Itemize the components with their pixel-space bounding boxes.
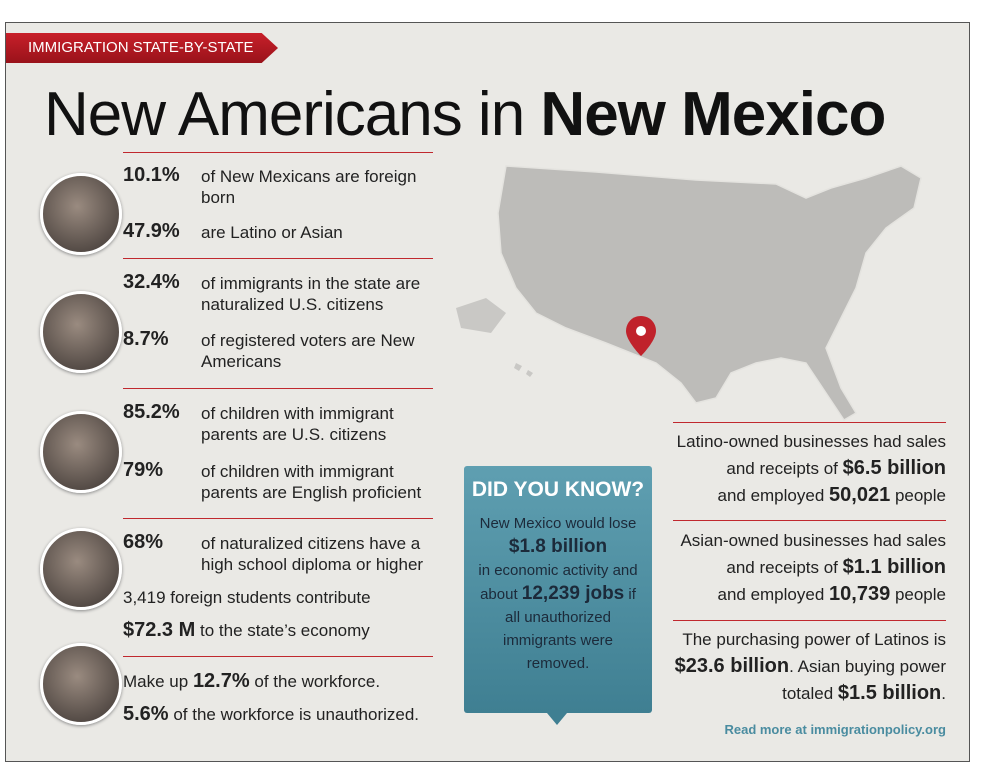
stat-value: 5.6%	[123, 703, 169, 725]
value: 50,021	[829, 484, 891, 506]
text: and employed	[717, 486, 825, 505]
stat-line: Make up 12.7% of the workforce.	[123, 670, 380, 693]
stat-value: 32.4%	[123, 271, 180, 293]
stat-text: of registered voters are New Americans	[201, 331, 415, 371]
stat-text: of immigrants in the state are naturaliz…	[201, 274, 421, 314]
photo	[40, 411, 122, 493]
did-you-know-heading: DID YOU KNOW?	[471, 478, 645, 501]
stat-value: 8.7%	[123, 328, 169, 350]
text: .	[941, 684, 946, 703]
stat-text: of children with immigrant parents are E…	[201, 462, 422, 502]
business-stat: Latino-owned businesses had sales and re…	[656, 428, 946, 509]
stat-value: 47.9%	[123, 220, 180, 242]
purchasing-stat: The purchasing power of Latinos is $23.6…	[656, 626, 946, 707]
infographic: IMMIGRATION STATE-BY-STATE New Americans…	[5, 22, 970, 762]
photo	[40, 643, 122, 725]
stat-value: $72.3 M	[123, 619, 196, 641]
text: people	[894, 486, 946, 505]
alaska	[456, 298, 506, 333]
banner: IMMIGRATION STATE-BY-STATE	[6, 33, 278, 63]
divider	[673, 620, 946, 621]
read-more-link[interactable]: Read more at immigrationpolicy.org	[724, 722, 946, 737]
photo	[40, 291, 122, 373]
value: $1.5 billion	[837, 682, 942, 704]
stat-value: 10.1%	[123, 164, 180, 186]
divider	[123, 388, 433, 389]
text: . Asian buying power totaled	[782, 657, 946, 703]
text: and employed	[717, 585, 825, 604]
photo	[40, 528, 122, 610]
hawaii	[514, 363, 533, 377]
divider	[673, 422, 946, 423]
stat-text: of the workforce.	[254, 672, 381, 691]
did-you-know-body: New Mexico would lose $1.8 billion in ec…	[464, 512, 652, 675]
divider	[123, 152, 433, 153]
text: Latino-owned businesses had sales and re…	[676, 432, 946, 478]
stat-line: 5.6% of the workforce is unauthorized.	[123, 703, 419, 726]
did-you-know: DID YOU KNOW? New Mexico would lose $1.8…	[464, 466, 652, 713]
value: $23.6 billion	[674, 655, 790, 677]
text: if all unauthorized immigrants were remo…	[502, 586, 636, 672]
us-mainland	[497, 165, 922, 422]
value: 10,739	[829, 583, 891, 605]
map-pin-dot	[636, 326, 646, 336]
stat-text: of New Mexicans are foreign born	[201, 167, 417, 207]
stat-line: $72.3 M to the state’s economy	[123, 619, 370, 642]
stat-text: of children with immigrant parents are U…	[201, 404, 394, 444]
divider	[123, 258, 433, 259]
stat-line: 3,419 foreign students contribute	[123, 588, 371, 607]
us-map	[456, 165, 922, 422]
stat-value: 12.7%	[192, 670, 250, 692]
text: in economic activity and about	[478, 562, 638, 603]
stat-value: 85.2%	[123, 401, 180, 423]
callout-tip	[547, 713, 567, 725]
divider	[123, 656, 433, 657]
title: New Americans in New Mexico	[44, 79, 886, 150]
value: $1.8 billion	[508, 536, 608, 557]
stat-text: of naturalized citizens have a high scho…	[201, 534, 424, 574]
business-stat: Asian-owned businesses had sales and rec…	[656, 527, 946, 608]
text: The purchasing power of Latinos is	[682, 630, 946, 649]
text: New Mexico would lose	[479, 515, 637, 532]
stat-text: of the workforce is unauthorized.	[173, 705, 420, 724]
title-bold: New Mexico	[540, 80, 886, 149]
stat-text: are Latino or Asian	[201, 223, 343, 242]
text: Asian-owned businesses had sales and rec…	[680, 531, 946, 577]
title-light: New Americans in	[44, 80, 525, 149]
stat-text: Make up	[123, 672, 189, 691]
stat-text: to the state’s economy	[200, 621, 370, 640]
value: $6.5 billion	[842, 457, 946, 479]
divider	[123, 518, 433, 519]
value: $1.1 billion	[842, 556, 946, 578]
photo	[40, 173, 122, 255]
text: people	[894, 585, 946, 604]
stat-value: 79%	[123, 459, 164, 481]
value: 12,239 jobs	[521, 583, 625, 604]
stat-value: 68%	[123, 531, 164, 553]
divider	[673, 520, 946, 521]
